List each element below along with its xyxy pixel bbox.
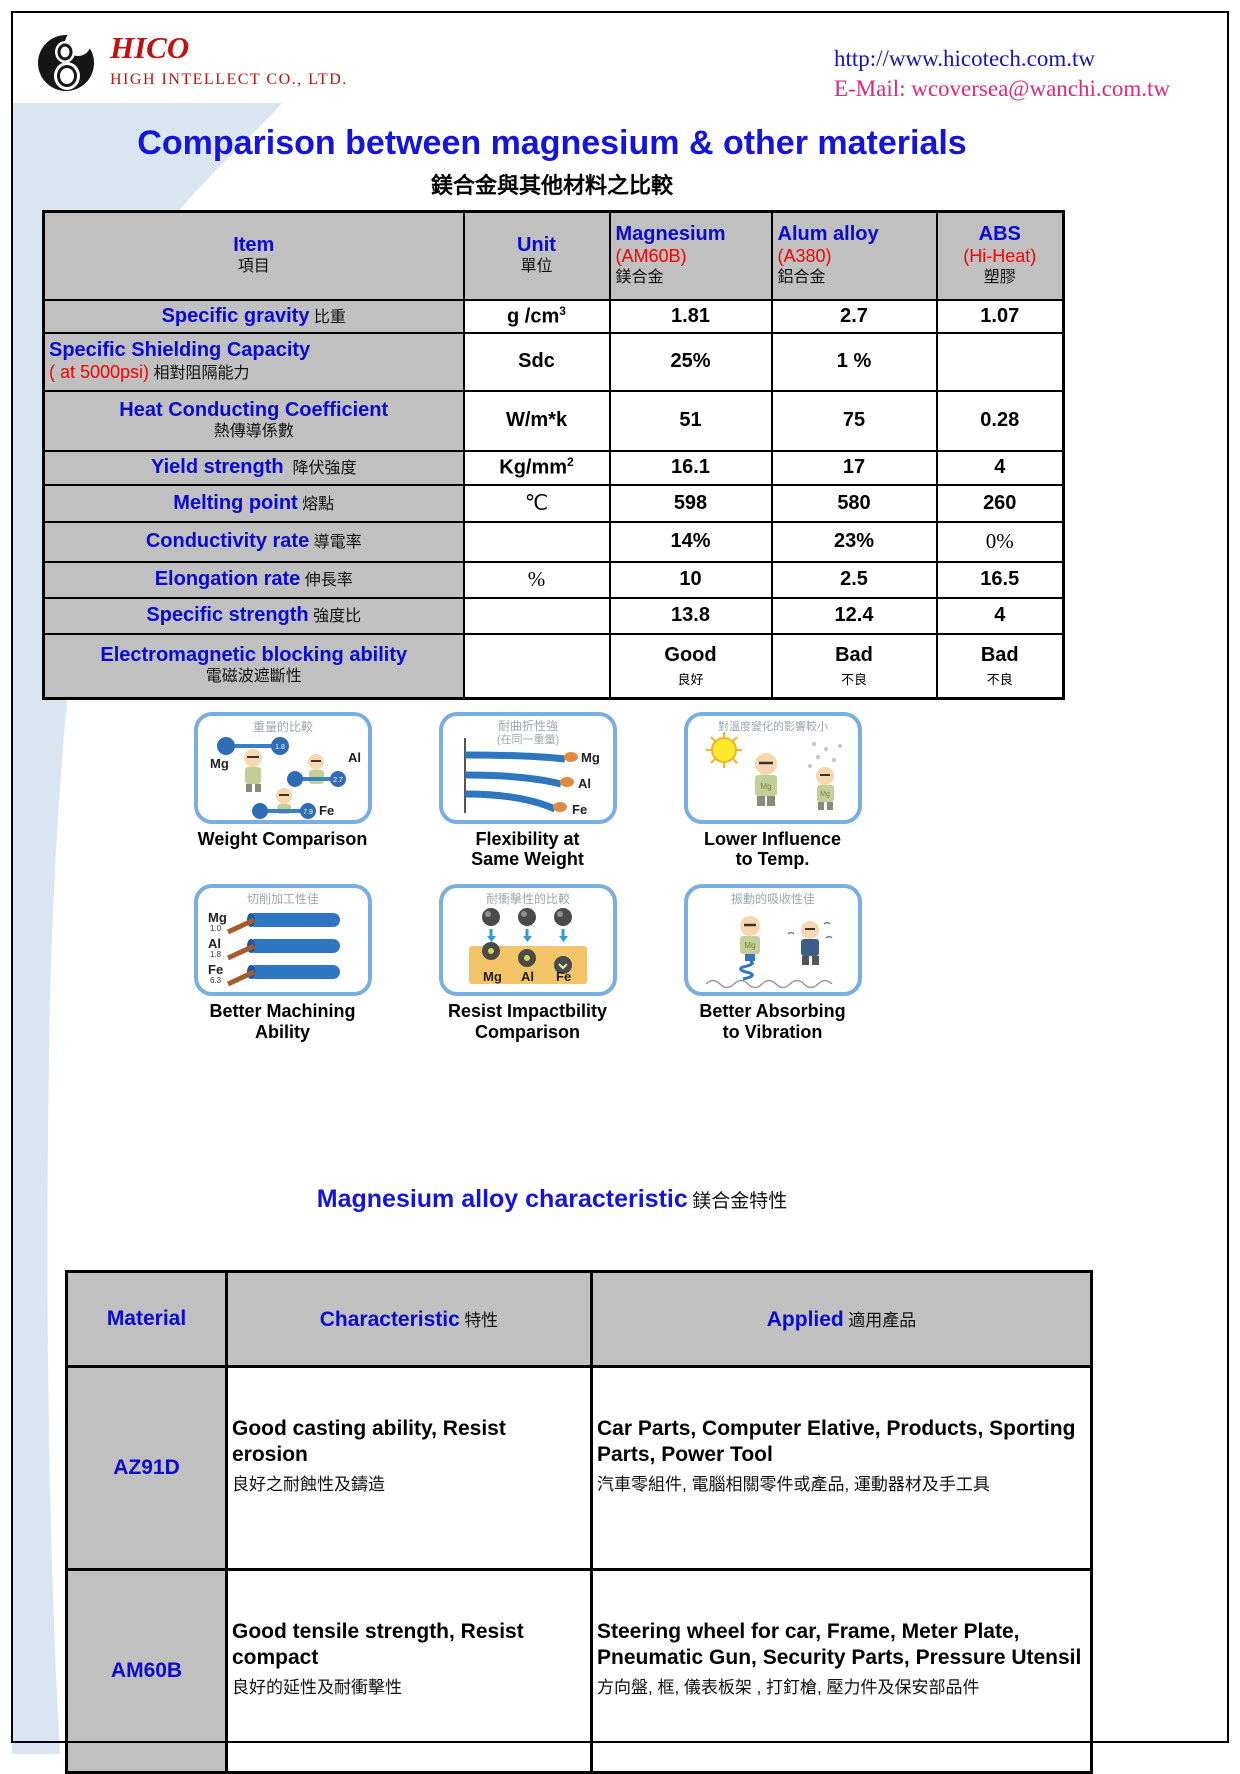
column-abs: ABS (Hi-Heat) 塑膠 [935,210,1065,301]
row-heat-conducting: Heat Conducting Coefficient 熱傳導係數 W/m*k … [42,389,1065,452]
panel-impact: 耐衝擊性的比較 Mg Al Fe [405,884,650,1042]
svg-text:1.8: 1.8 [275,744,285,751]
page-header: HICO HIGH INTELLECT CO., LTD. http://www… [0,0,1240,104]
svg-text:Fe: Fe [319,803,334,818]
panel-vibration: 振動的吸收性佳 Mg Better Absorbing to Vibration [650,884,895,1042]
characteristic-header-row: Material Characteristic 特性 Applied 適用產品 [65,1269,1093,1368]
row-melting-point: Melting point 熔點 ℃ 598 580 260 [42,483,1065,523]
column-characteristic: Characteristic 特性 [225,1269,593,1368]
temp-influence-illustration: 對溫度變化的影響較小 Mg [705,719,842,810]
svg-text:Mg: Mg [744,941,755,950]
svg-text:Mg: Mg [210,756,229,771]
flexibility-illustration: 耐曲折性強 (在同一重量) Mg Al Fe [463,718,600,817]
svg-text:Mg: Mg [760,782,771,791]
svg-text:Mg: Mg [483,969,502,984]
panel-weight-comparison: 重量的比較 1.8 Mg 2.7 Al [160,711,405,870]
svg-text:Al: Al [521,969,534,984]
row-elongation-rate: Elongation rate 伸長率 % 10 2.5 16.5 [42,560,1065,599]
row-specific-strength: Specific strength 強度比 13.8 12.4 4 [42,596,1065,635]
panel-flexibility: 耐曲折性強 (在同一重量) Mg Al Fe Flexibility at Sam… [405,711,650,870]
svg-text:切削加工性佳: 切削加工性佳 [246,892,318,906]
sun-icon [705,731,742,768]
panel-temp-influence: 對溫度變化的影響較小 Mg [650,711,895,870]
svg-text:6.3: 6.3 [210,976,222,985]
row-az91d: AZ91D Good casting ability, Resist erosi… [65,1364,1093,1571]
email-link[interactable]: E-Mail: wcoversea@wanchi.com.tw [833,75,1170,101]
characteristic-table: Material Characteristic 特性 Applied 適用產品 … [65,1269,1093,1774]
illustration-panels: 重量的比較 1.8 Mg 2.7 Al [160,711,1240,1043]
svg-text:Al: Al [208,936,221,951]
hico-logo-icon [38,30,94,91]
svg-text:Fe: Fe [556,969,571,984]
svg-text:Mg: Mg [820,791,830,798]
comparison-header-row: Item 項目 Unit 單位 Magnesium (AM60B) 鎂合金 Al… [42,210,1065,301]
brand-name: HICO [110,30,190,65]
snow-dots [807,741,842,768]
row-am60b: AM60B Good tensile strength, Resist comp… [65,1567,1093,1774]
section2-heading: Magnesium alloy characteristic 鎂合金特性 [316,1184,788,1213]
row-shielding-capacity: Specific Shielding Capacity ( at 5000psi… [42,331,1065,392]
panel-machining: 切削加工性佳 Mg 1.0 Al 1.8 Fe 6.3 Better Machi… [160,884,405,1042]
svg-text:對溫度變化的影響較小: 對溫度變化的影響較小 [718,719,828,733]
comparison-table: Item 項目 Unit 單位 Magnesium (AM60B) 鎂合金 Al… [42,209,1065,700]
row-conductivity-rate: Conductivity rate 導電率 14% 23% 0% [42,520,1065,563]
svg-text:Fe: Fe [208,962,223,977]
row-electromagnetic-blocking: Electromagnetic blocking ability 電磁波遮斷性 … [42,632,1065,700]
machining-illustration: 切削加工性佳 Mg 1.0 Al 1.8 Fe 6.3 [208,892,340,987]
svg-text:2.7: 2.7 [333,777,343,784]
svg-text:1.8: 1.8 [210,950,222,959]
company-logo: HICO HIGH INTELLECT CO., LTD. [36,30,348,96]
column-applied: Applied 適用產品 [590,1269,1093,1368]
page-title-zh: 鎂合金與其他材料之比較 [430,172,673,198]
brand-company: HIGH INTELLECT CO., LTD. [110,70,348,88]
column-item: Item 項目 [42,210,465,301]
shake-marks [786,921,833,939]
column-unit: Unit 單位 [462,210,611,301]
svg-text:Al: Al [348,750,361,765]
vibration-illustration: 振動的吸收性佳 Mg [704,891,833,989]
svg-text:(在同一重量): (在同一重量) [496,732,558,746]
website-link[interactable]: http://www.hicotech.com.tw [833,46,1095,71]
svg-text:7.9: 7.9 [303,809,313,816]
title-block: Comparison between magnesium & other mat… [42,124,1062,200]
svg-text:Mg: Mg [581,750,600,765]
contact-block: http://www.hicotech.com.tw E-Mail: wcove… [834,44,1170,104]
svg-text:耐曲折性強: 耐曲折性強 [497,718,557,733]
impact-illustration: 耐衝擊性的比較 Mg Al Fe [468,891,587,985]
svg-text:振動的吸收性佳: 振動的吸收性佳 [730,891,814,906]
column-alum-alloy: Alum alloy (A380) 鋁合金 [770,210,938,301]
svg-text:重量的比較: 重量的比較 [252,719,312,734]
column-magnesium: Magnesium (AM60B) 鎂合金 [608,210,773,301]
weight-comparison-illustration: 重量的比較 1.8 Mg 2.7 Al [210,719,361,819]
svg-text:Fe: Fe [572,802,587,817]
svg-text:耐衝擊性的比較: 耐衝擊性的比較 [485,891,569,906]
row-specific-gravity: Specific gravity 比重 g /cm3 1.81 2.7 1.07 [42,298,1065,334]
row-yield-strength: Yield strength 降伏強度 Kg/mm2 16.1 17 4 [42,449,1065,486]
page-title: Comparison between magnesium & other mat… [137,123,967,162]
svg-text:1.0: 1.0 [210,924,222,933]
column-material: Material [65,1269,228,1368]
svg-text:Mg: Mg [208,910,227,925]
svg-text:Al: Al [578,776,591,791]
